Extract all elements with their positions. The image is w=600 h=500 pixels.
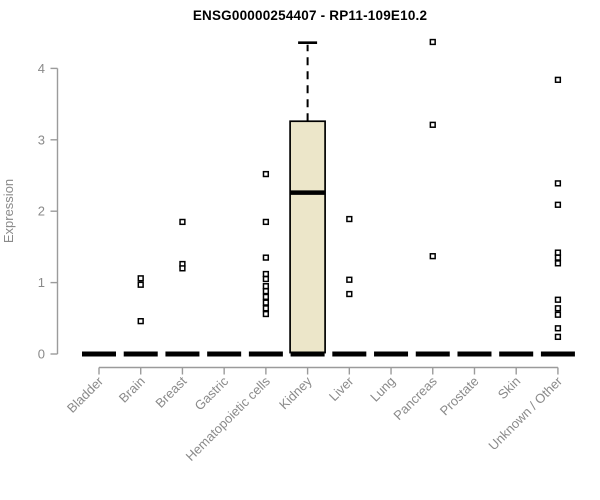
x-tick-label-pancreas: Pancreas [390, 373, 440, 423]
box-prostate [457, 351, 492, 357]
zero-bar [457, 351, 492, 357]
y-tick-label: 4 [38, 61, 45, 76]
x-tick-label-bladder: Bladder [64, 373, 107, 416]
chart-title: ENSG00000254407 - RP11-109E10.2 [192, 8, 428, 23]
box-gastric [207, 351, 242, 357]
y-tick-label: 1 [38, 275, 45, 290]
y-tick-label: 2 [38, 204, 45, 219]
outlier-point [554, 201, 562, 208]
outlier-point [429, 253, 436, 260]
outlier-point [262, 218, 270, 226]
outlier-point [346, 290, 353, 298]
outlier-point [262, 275, 270, 283]
outlier-point [554, 254, 562, 261]
outlier-point [346, 215, 353, 223]
zero-bar [82, 351, 116, 357]
outlier-point [429, 38, 436, 46]
x-tick-label-skin: Skin [495, 374, 523, 402]
box-breast [165, 218, 200, 357]
box-brain [123, 275, 158, 357]
x-tick-label-gastric: Gastric [192, 373, 232, 413]
zero-bar [540, 351, 575, 357]
x-tick-label-brain: Brain [116, 374, 148, 406]
zero-bar [415, 351, 450, 357]
outlier-point [346, 276, 353, 283]
zero-bar [207, 351, 242, 357]
box-unknown-other [540, 76, 575, 357]
outlier-point [262, 170, 270, 178]
x-tick-label-kidney: Kidney [276, 373, 315, 412]
outlier-point [262, 283, 270, 290]
box-pancreas [415, 38, 450, 357]
outlier-point [554, 260, 562, 267]
y-tick-label: 3 [38, 132, 45, 147]
y-axis: 0 1 2 3 4 [38, 61, 59, 362]
outlier-point [554, 249, 562, 256]
outlier-point [554, 333, 562, 341]
zero-bar [499, 351, 534, 357]
box-bladder [82, 351, 116, 357]
outlier-point [262, 293, 270, 301]
box-hematopoietic-cells [248, 170, 283, 357]
outlier-point [429, 121, 436, 128]
outlier-point [137, 281, 144, 288]
outlier-point [262, 305, 270, 312]
x-tick-label-unknown-other: Unknown / Other [485, 373, 565, 453]
iqr-box [289, 120, 326, 354]
zero-bar [332, 351, 367, 357]
outlier-point [262, 288, 270, 295]
x-tick-label-prostate: Prostate [437, 374, 482, 419]
outlier-point [179, 218, 186, 226]
outlier-point [179, 265, 186, 272]
outlier-point [554, 180, 562, 187]
outlier-point [262, 254, 270, 261]
zero-bar [248, 351, 283, 357]
zero-bar [290, 351, 325, 357]
box-kidney [289, 41, 326, 357]
outlier-point [554, 305, 562, 312]
y-tick-label: 0 [38, 347, 45, 362]
outlier-point [554, 311, 562, 318]
outlier-point [262, 310, 270, 318]
x-tick-label-lung: Lung [367, 374, 398, 405]
box-skin [499, 351, 534, 357]
zero-bar [165, 351, 200, 357]
zero-bar [374, 351, 409, 357]
outlier-point [554, 76, 562, 83]
outlier-point [137, 318, 144, 325]
outlier-point [262, 299, 270, 306]
box-lung [374, 351, 409, 357]
x-tick-label-breast: Breast [152, 373, 189, 410]
box-liver [332, 215, 367, 357]
outlier-point [554, 325, 562, 332]
outlier-point [554, 296, 562, 303]
x-tick-label-liver: Liver [326, 373, 357, 404]
outlier-point [137, 275, 144, 282]
zero-bar [123, 351, 158, 357]
outlier-point [262, 270, 270, 278]
